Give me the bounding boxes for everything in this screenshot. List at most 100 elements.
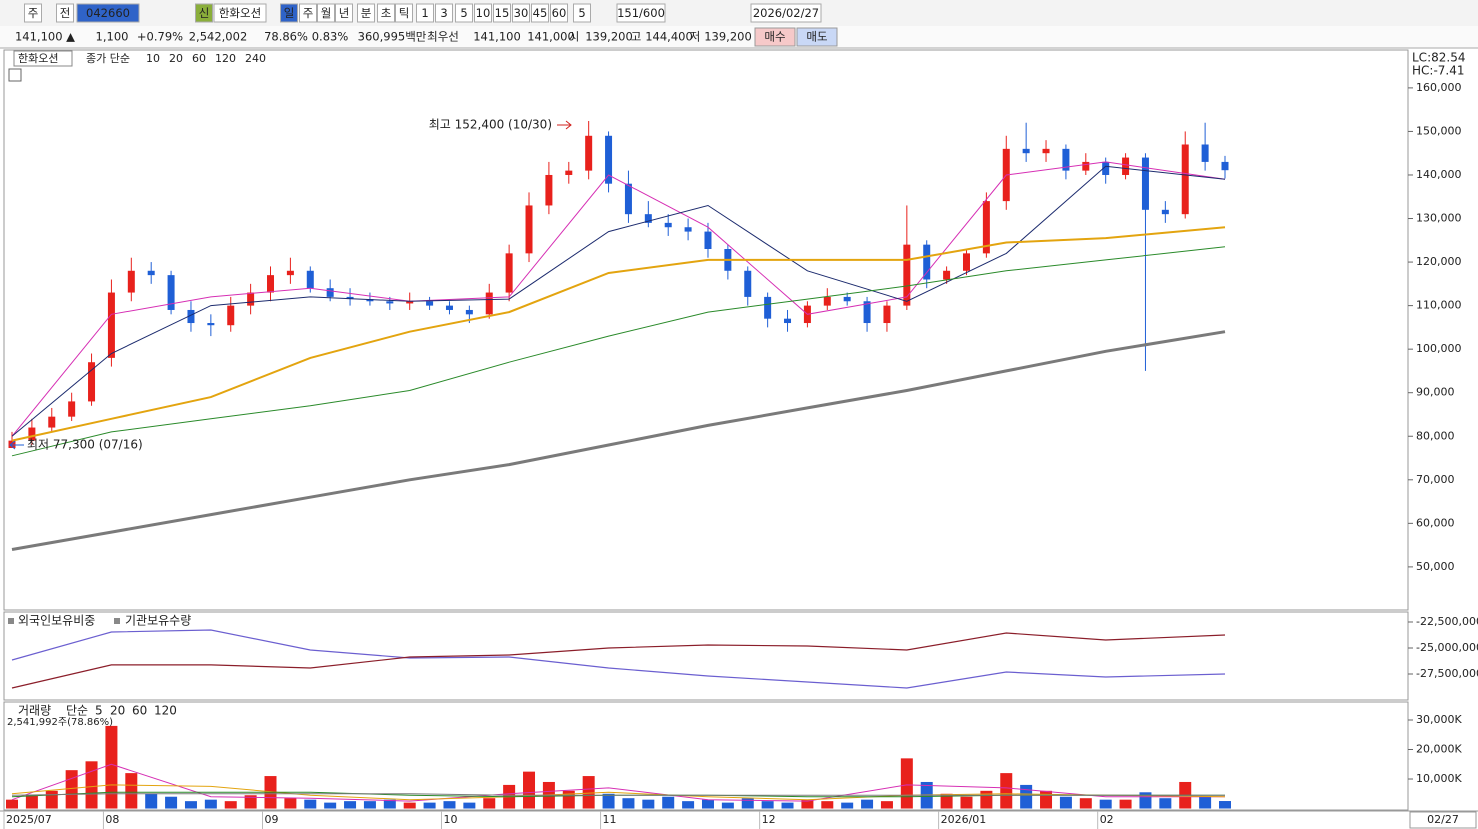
toolbar-button[interactable] [56, 3, 74, 23]
toolbar-label[interactable]: 042660 [86, 6, 130, 20]
toolbar-button[interactable] [416, 3, 434, 23]
order-button[interactable] [796, 27, 838, 47]
quote-field: 139,200 [585, 30, 633, 44]
toolbar-button[interactable] [474, 3, 492, 23]
toolbar-label[interactable]: 15 [495, 6, 510, 20]
panel-subtitle: 2,541,992주(78.86%) [7, 717, 113, 728]
toolbar-label[interactable]: 2026/02/27 [753, 6, 819, 20]
toolbar-label[interactable]: 10 [476, 6, 491, 20]
volume-bar [682, 801, 695, 809]
toolbar-button[interactable] [395, 3, 413, 23]
toolbar-label[interactable]: 주 [303, 6, 314, 20]
quote-field: 2,542,002 [189, 30, 248, 44]
toolbar-label[interactable]: 신 [199, 6, 210, 20]
candle-body [764, 296, 772, 319]
quote-bar-bg [0, 26, 1478, 48]
x-tick-label: 11 [603, 813, 617, 826]
toolbar-label[interactable]: 주 [28, 6, 39, 20]
y-tick-label: 20,000K [1416, 743, 1462, 756]
candle-body [605, 135, 613, 184]
candle-body [962, 253, 970, 271]
candle-body [465, 309, 473, 315]
legend-title: 단순 [66, 704, 88, 718]
x-tick-label: 12 [762, 813, 776, 826]
candle-body [1022, 148, 1030, 154]
toolbar-label[interactable]: 한화오션 [219, 6, 261, 20]
toolbar-button[interactable] [76, 3, 140, 23]
toolbar-label[interactable]: 전 [60, 6, 71, 20]
candle-body [485, 292, 493, 315]
candle-body [326, 288, 334, 297]
volume-bar [880, 801, 893, 809]
volume-bar [1040, 790, 1053, 809]
toolbar-button[interactable] [573, 3, 591, 23]
toolbar-button[interactable] [531, 3, 549, 23]
toolbar-button[interactable] [750, 3, 822, 23]
toolbar-label[interactable]: 초 [381, 6, 392, 20]
candle-body [1161, 209, 1169, 215]
volume-bar [304, 799, 317, 809]
toolbar-button[interactable] [280, 3, 298, 23]
y-tick-label: 10,000K [1416, 772, 1462, 785]
order-button[interactable] [754, 27, 796, 47]
quote-field: +0.79% [137, 30, 183, 44]
legend-entry: 기관보유수량 [125, 614, 191, 628]
quote-field: 최우선 [427, 30, 459, 44]
toolbar-button[interactable] [377, 3, 395, 23]
volume-bar [861, 799, 874, 809]
y-tick-label: 80,000 [1416, 429, 1455, 442]
candle-body [744, 270, 752, 297]
order-button-label[interactable]: 매도 [806, 30, 827, 44]
toolbar-button[interactable] [299, 3, 317, 23]
toolbar-button[interactable] [455, 3, 473, 23]
quote-field: 1,100 [96, 30, 129, 44]
legend-title: 종가 단순 [86, 52, 130, 65]
toolbar-label[interactable]: 151/600 [617, 6, 665, 20]
toolbar-label[interactable]: 월 [321, 6, 332, 20]
toolbar-label[interactable]: 틱 [399, 6, 410, 20]
order-button-label[interactable]: 매수 [764, 30, 785, 44]
grid-icon[interactable] [8, 68, 22, 82]
candle-body [684, 227, 692, 232]
toolbar-label[interactable]: 분 [361, 6, 372, 20]
toolbar-button[interactable] [24, 3, 42, 23]
toolbar-button[interactable] [357, 3, 375, 23]
candle-body [1082, 161, 1090, 171]
toolbar-label[interactable]: 5 [578, 6, 585, 20]
candle-body [306, 270, 314, 289]
toolbar-button[interactable] [213, 3, 267, 23]
candle-body [903, 244, 911, 306]
toolbar-label[interactable]: 5 [460, 6, 467, 20]
toolbar-button[interactable] [317, 3, 335, 23]
toolbar-label[interactable]: 45 [533, 6, 548, 20]
x-tick-label: 08 [105, 813, 119, 826]
volume-bar [244, 795, 257, 809]
toolbar-button[interactable] [195, 3, 213, 23]
candle-body [784, 318, 792, 324]
toolbar-label[interactable]: 3 [440, 6, 447, 20]
volume-bar [642, 799, 655, 809]
candle-body [1181, 144, 1189, 215]
toolbar-button[interactable] [616, 3, 666, 23]
y-tick-label: 90,000 [1416, 386, 1455, 399]
candle-body [68, 401, 76, 417]
candle-body [883, 305, 891, 324]
toolbar-label[interactable]: 60 [552, 6, 567, 20]
toolbar-button[interactable] [550, 3, 568, 23]
toolbar-button[interactable] [335, 3, 353, 23]
toolbar-button[interactable] [493, 3, 511, 23]
y-tick-label: 120,000 [1416, 255, 1462, 268]
quote-field: 139,200 [704, 30, 752, 44]
toolbar-label[interactable]: 일 [284, 6, 295, 20]
volume-bar [224, 801, 237, 809]
legend-entry: 20 [169, 52, 183, 65]
candle-body [624, 183, 632, 215]
toolbar-label[interactable]: 년 [339, 6, 350, 20]
annotation-arrow [9, 440, 24, 450]
toolbar-label[interactable]: 1 [421, 6, 428, 20]
toolbar-button[interactable] [512, 3, 530, 23]
volume-bar [582, 776, 595, 809]
toolbar-label[interactable]: 30 [514, 6, 529, 20]
volume-bar [761, 801, 774, 809]
toolbar-button[interactable] [435, 3, 453, 23]
